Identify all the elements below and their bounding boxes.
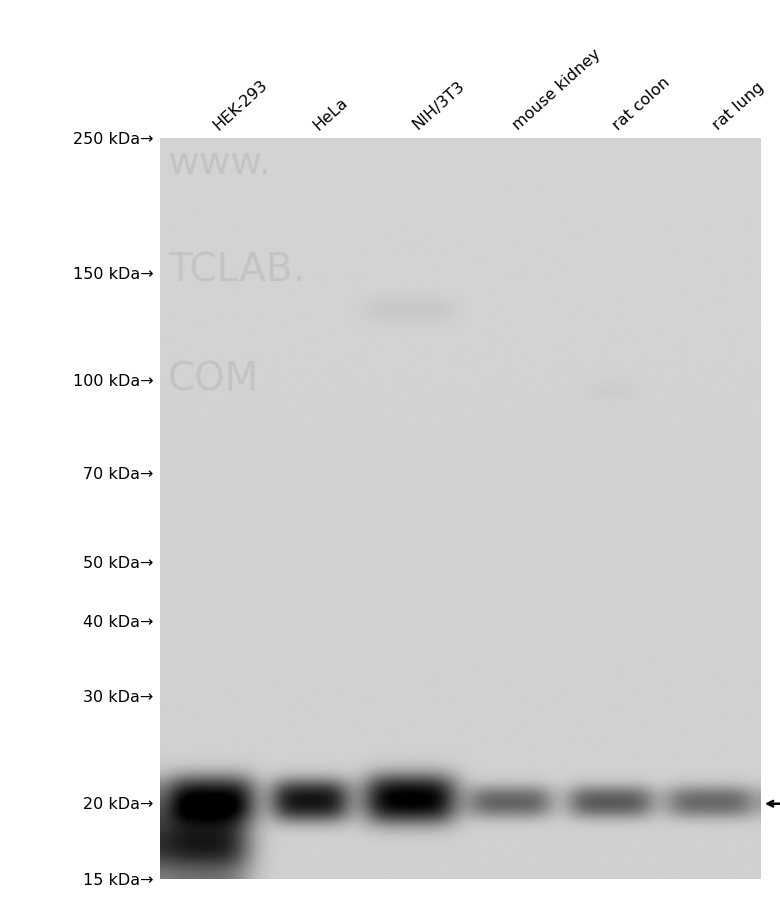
- Text: www.: www.: [168, 143, 271, 181]
- Text: rat colon: rat colon: [610, 74, 673, 133]
- Text: HeLa: HeLa: [310, 94, 350, 133]
- Text: 250 kDa→: 250 kDa→: [73, 133, 154, 147]
- Text: 70 kDa→: 70 kDa→: [83, 467, 154, 482]
- Text: HEK-293: HEK-293: [210, 77, 270, 133]
- Text: COM: COM: [168, 360, 259, 398]
- Text: 30 kDa→: 30 kDa→: [83, 690, 154, 704]
- Text: NIH/3T3: NIH/3T3: [410, 78, 468, 133]
- Text: 15 kDa→: 15 kDa→: [83, 872, 154, 887]
- Text: mouse kidney: mouse kidney: [510, 46, 604, 133]
- Text: TCLAB.: TCLAB.: [168, 252, 305, 290]
- Text: 40 kDa→: 40 kDa→: [83, 614, 154, 629]
- Text: 50 kDa→: 50 kDa→: [83, 556, 154, 570]
- Text: 150 kDa→: 150 kDa→: [73, 267, 154, 281]
- Text: 20 kDa→: 20 kDa→: [83, 796, 154, 811]
- Text: 100 kDa→: 100 kDa→: [73, 373, 154, 388]
- Text: rat lung: rat lung: [711, 79, 768, 133]
